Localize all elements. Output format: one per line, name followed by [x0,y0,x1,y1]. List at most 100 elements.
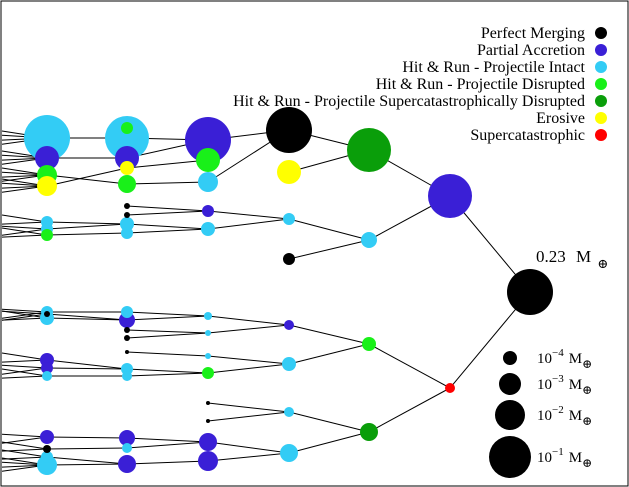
tree-node [122,371,132,381]
tree-node [284,320,294,330]
legend-marker [595,112,607,124]
legend-label-partial-accretion: Partial Accretion [477,42,585,59]
tree-edge [126,329,209,334]
tree-node [115,146,139,170]
tree-edge [46,359,128,370]
tree-nodes [24,107,553,475]
tree-node [206,419,210,423]
tree-node [205,330,211,336]
tree-edge [207,402,290,413]
legend-label-supercatastrophic: Supercatastrophic [470,127,585,144]
tree-node [277,160,301,184]
tree-edge [46,167,128,187]
tree-edge [288,324,370,345]
tree-node [445,383,455,393]
tree-edge [1,310,48,315]
tree-node [124,212,130,218]
tree-edge [207,411,290,422]
tree-edge [46,313,128,321]
tree-node [120,161,134,175]
legend-marker [595,44,607,56]
legend-label-erosive: Erosive [536,110,585,127]
tree-node [118,455,136,473]
tree-node [105,116,149,160]
size-scale: 10−4 M⊕ 10−3 M⊕ 10−2 M⊕ 10−1 M⊕ [489,347,592,478]
tree-edge [368,343,451,389]
tree-edge [368,387,451,433]
tree-edge [1,364,48,369]
tree-node [121,122,133,134]
tree-edge [1,359,48,363]
tree-node [280,444,298,462]
tree-node [266,107,312,153]
legend: Perfect Merging Partial Accretion Hit & … [233,25,607,144]
tree-edge [1,433,48,438]
tree-edge [126,351,209,357]
tree-edge [1,368,48,377]
tree-edge [207,218,290,230]
tree-node [362,337,376,351]
tree-edge [126,181,209,185]
tree-node [118,175,136,193]
tree-edge [207,324,290,334]
tree-edge [207,441,290,454]
scale-marker-1e-4 [503,351,517,365]
tree-edge [207,452,290,462]
tree-edge [46,221,128,225]
tree-node [121,227,133,239]
tree-node [122,443,132,453]
tree-node [507,269,553,315]
legend-markers [595,27,607,141]
tree-node [360,423,378,441]
legend-marker [595,95,607,107]
tree-node [185,117,231,163]
tree-edge [1,227,48,236]
tree-edge [288,411,370,433]
final-mass-unit: M [576,247,591,266]
scale-label-1e-4: 10−4 M⊕ [537,347,592,371]
tree-edge [1,352,48,361]
tree-edge [126,368,209,374]
tree-edge [126,437,209,443]
tree-edge [1,375,48,379]
tree-edge [207,210,290,220]
scale-marker-1e-3 [499,373,521,395]
tree-edge [288,431,370,454]
tree-node [41,362,53,374]
tree-node [206,401,210,405]
legend-label-perfect-merging: Perfect Merging [481,25,585,42]
tree-edge [126,315,209,321]
tree-node [43,445,51,453]
tree-node [283,213,295,225]
tree-edge [1,456,48,460]
tree-node [41,229,53,241]
tree-edge [1,225,48,230]
tree-edge [126,159,209,169]
tree-node [124,335,130,341]
tree-node [24,115,70,161]
tree-edge [288,218,370,241]
tree-edge [126,311,209,317]
tree-node [347,128,391,172]
tree-node [202,205,214,217]
tree-node [428,174,472,218]
tree-node [42,371,52,381]
tree-node [124,203,130,209]
tree-edge [126,372,209,377]
tree-edge [46,367,128,370]
tree-node [44,311,50,317]
tree-node [124,327,130,333]
tree-edge [1,228,48,236]
tree-node [120,217,134,231]
legend-label-hr-disrupted: Hit & Run - Projectile Disrupted [376,76,585,93]
tree-edge [1,449,48,458]
tree-node [119,430,135,446]
tree-edge [126,441,209,449]
legend-label-hr-supercat: Hit & Run - Projectile Supercatastrophic… [233,93,585,110]
tree-node [361,232,377,248]
tree-node [121,306,133,318]
tree-edge [1,221,48,225]
tree-edge [1,441,48,450]
